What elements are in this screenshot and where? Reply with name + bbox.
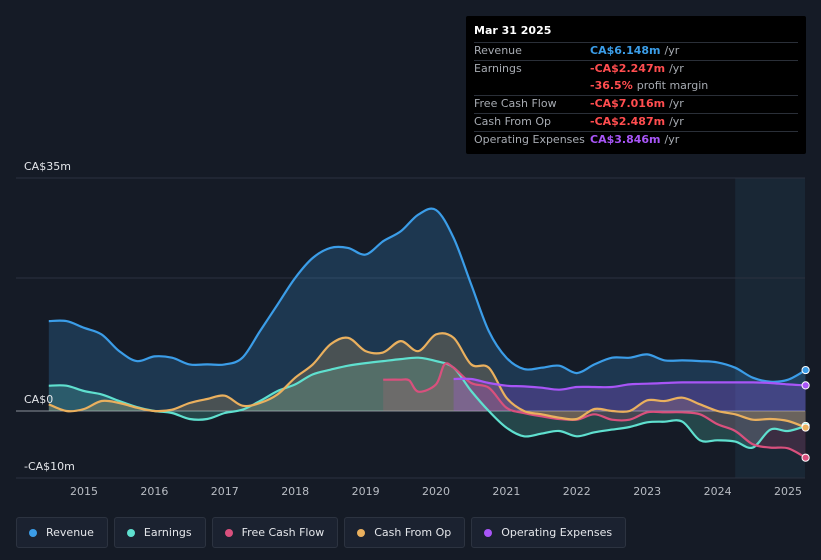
- tooltip-row-unit: profit margin: [636, 79, 709, 92]
- tooltip-row-label: Earnings: [474, 62, 522, 75]
- x-tick-label: 2023: [633, 485, 661, 498]
- line-revenue: [48, 207, 807, 383]
- end-point-operating-expenses: [801, 381, 810, 390]
- legend-dot-icon: [126, 528, 135, 537]
- tooltip-row-label: Operating Expenses: [474, 133, 585, 146]
- x-tick-label: 2020: [422, 485, 450, 498]
- x-tick-label: 2016: [140, 485, 168, 498]
- legend-dot-icon: [224, 528, 233, 537]
- x-tick-label: 2019: [352, 485, 380, 498]
- financial-chart: 2015 2016 2017 2018 2019 2020 2021 2022 2023 2024…: [16, 177, 810, 498]
- tooltip-row-unit: /yr: [664, 44, 680, 57]
- area-earnings: [48, 357, 806, 448]
- y-axis-zero-label: CA$0: [24, 393, 54, 406]
- tooltip-row-label: Free Cash Flow: [474, 97, 557, 110]
- x-tick-label: 2018: [281, 485, 309, 498]
- legend: Revenue Earnings Free Cash Flow Cash From O…: [16, 517, 627, 548]
- tooltip-row: Cash From Op -CA$2.487m/yr: [474, 113, 798, 131]
- tooltip-row-label: [474, 78, 590, 95]
- y-axis-bottom-label: -CA$10m: [24, 460, 75, 473]
- tooltip-row: Earnings -CA$2.247m/yr: [474, 60, 798, 78]
- legend-label: Earnings: [143, 526, 192, 539]
- x-tick-label: 2015: [70, 485, 98, 498]
- legend-dot-icon: [357, 528, 366, 537]
- area-operating-expenses: [453, 378, 806, 411]
- y-axis-top-label: CA$35m: [24, 160, 71, 173]
- tooltip-row-unit: /yr: [669, 115, 684, 128]
- end-point-cash-from-op: [801, 423, 810, 432]
- end-point-free-cash-flow: [801, 453, 810, 462]
- end-point-revenue: [801, 365, 810, 375]
- line-operating-expenses: [453, 377, 806, 391]
- tooltip-row: Free Cash Flow -CA$7.016m/yr: [474, 95, 798, 113]
- forecast-region: [735, 178, 805, 478]
- tooltip-row-label: Revenue: [474, 44, 522, 57]
- legend-item-operating-expenses[interactable]: Operating Expenses: [471, 517, 627, 548]
- legend-item-cash-from-op[interactable]: Cash From Op: [344, 517, 466, 548]
- x-tick-label: 2021: [492, 485, 520, 498]
- legend-label: Free Cash Flow: [241, 526, 325, 539]
- tooltip-row-value: CA$3.846m: [590, 133, 661, 146]
- legend-label: Cash From Op: [374, 526, 452, 539]
- legend-label: Revenue: [46, 526, 94, 539]
- legend-item-free-cash-flow[interactable]: Free Cash Flow: [211, 517, 339, 548]
- tooltip-row-value: -CA$7.016m: [590, 97, 666, 110]
- area-revenue: [48, 208, 806, 411]
- legend-item-revenue[interactable]: Revenue: [16, 517, 108, 548]
- area-free-cash-flow: [383, 363, 806, 458]
- tooltip-panel: Mar 31 2025 Revenue CA$6.148m/yr Earnings -…: [466, 16, 806, 154]
- tooltip-row: Revenue CA$6.148m/yr: [474, 42, 798, 60]
- tooltip-row: Operating Expenses CA$3.846m/yr: [474, 131, 798, 149]
- x-tick-label: 2022: [563, 485, 591, 498]
- legend-dot-icon: [29, 528, 37, 537]
- legend-dot-icon: [484, 528, 493, 537]
- line-cash-from-op: [48, 332, 807, 429]
- legend-item-earnings[interactable]: Earnings: [113, 517, 206, 548]
- tooltip-date: Mar 31 2025: [474, 24, 552, 37]
- tooltip-row: -36.5% profit margin: [474, 78, 798, 95]
- line-earnings: [48, 356, 806, 450]
- x-tick-label: 2025: [774, 485, 802, 498]
- tooltip-row-value: -36.5%: [590, 79, 633, 92]
- legend-label: Operating Expenses: [501, 526, 613, 539]
- tooltip-row-label: Cash From Op: [474, 115, 552, 128]
- x-tick-label: 2017: [211, 485, 239, 498]
- tooltip-row-value: -CA$2.247m: [590, 62, 666, 75]
- tooltip-row-value: CA$6.148m: [590, 44, 661, 57]
- tooltip-row-unit: /yr: [669, 97, 684, 110]
- x-tick-label: 2024: [704, 485, 732, 498]
- tooltip-row-unit: /yr: [664, 133, 680, 146]
- tooltip-row-value: -CA$2.487m: [590, 115, 666, 128]
- tooltip-row-unit: /yr: [669, 62, 684, 75]
